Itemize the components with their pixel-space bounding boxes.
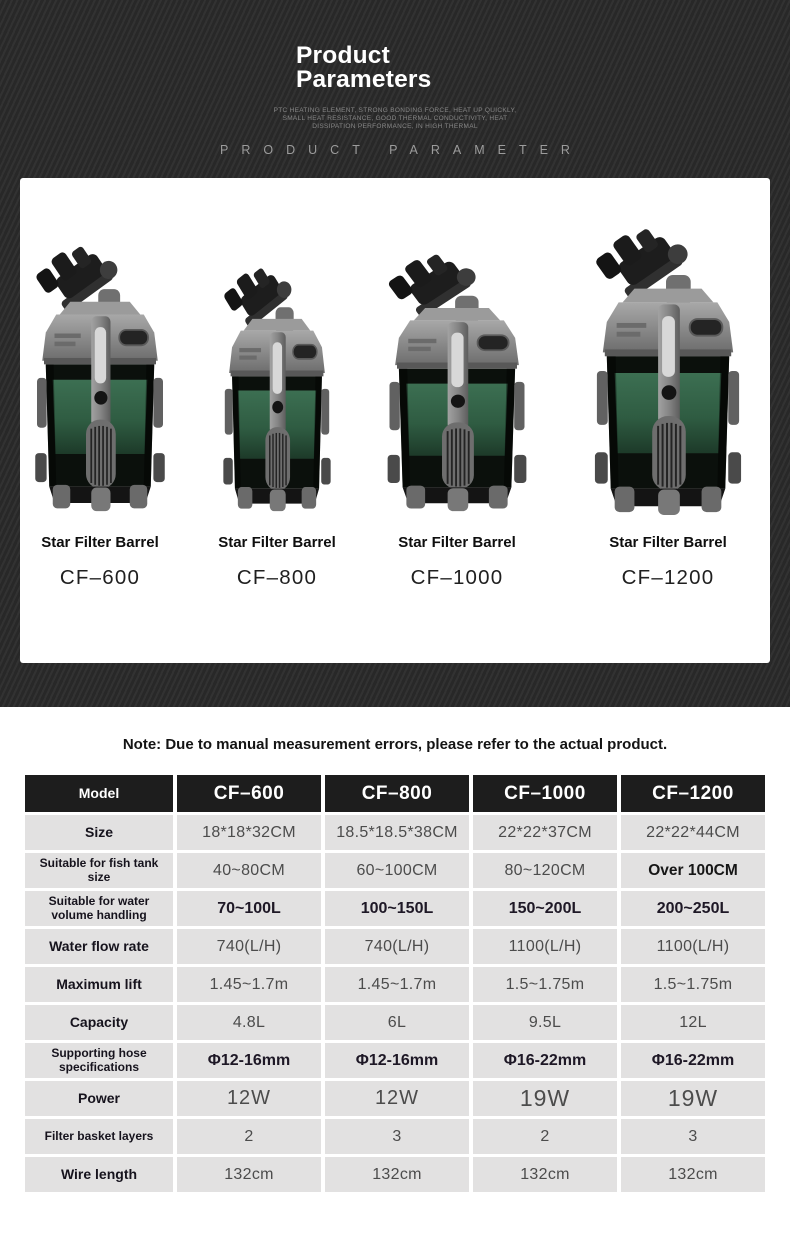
product-model-cf-600: CF–600 bbox=[59, 566, 141, 589]
table-cell: 740(L/H) bbox=[177, 929, 321, 964]
spec-table: Model CF–600 CF–800 CF–1000 CF–1200 Size 18*18… bbox=[25, 775, 765, 1192]
table-cell: Over 100CM bbox=[621, 853, 765, 888]
table-cell: 40~80CM bbox=[177, 853, 321, 888]
table-cell: 740(L/H) bbox=[325, 929, 469, 964]
row-label: Size bbox=[25, 815, 173, 850]
table-cell: 6L bbox=[325, 1005, 469, 1040]
row-label: Supporting hose specifications bbox=[25, 1043, 173, 1078]
product-image-cf-600 bbox=[30, 242, 170, 512]
product-panel: Star Filter Barrel Star Filter Barrel St… bbox=[20, 178, 770, 663]
canister-filter-illustration bbox=[30, 242, 170, 512]
product-name-cf-600: Star Filter Barrel bbox=[41, 534, 159, 551]
canister-filter-illustration bbox=[589, 224, 747, 516]
table-header-cf–800: CF–800 bbox=[325, 775, 469, 812]
table-cell: 132cm bbox=[621, 1157, 765, 1192]
row-label: Filter basket layers bbox=[25, 1119, 173, 1154]
table-cell: 150~200L bbox=[473, 891, 617, 926]
table-cell: 1100(L/H) bbox=[473, 929, 617, 964]
row-label: Maximum lift bbox=[25, 967, 173, 1002]
table-cell: 9.5L bbox=[473, 1005, 617, 1040]
table-cell: 18*18*32CM bbox=[177, 815, 321, 850]
product-model-cf-800: CF–800 bbox=[236, 566, 318, 589]
table-header-cf–1000: CF–1000 bbox=[473, 775, 617, 812]
table-cell: 18.5*18.5*38CM bbox=[325, 815, 469, 850]
table-cell: 1.5~1.75m bbox=[621, 967, 765, 1002]
table-cell: Φ16-22mm bbox=[473, 1043, 617, 1078]
table-header-cf–600: CF–600 bbox=[177, 775, 321, 812]
table-cell: 19W bbox=[473, 1081, 617, 1116]
row-label: Power bbox=[25, 1081, 173, 1116]
product-name-cf-800: Star Filter Barrel bbox=[218, 534, 336, 551]
canister-filter-illustration bbox=[219, 264, 335, 512]
table-cell: 100~150L bbox=[325, 891, 469, 926]
row-label: Capacity bbox=[25, 1005, 173, 1040]
page-title: Product Parameters bbox=[296, 42, 432, 93]
row-label: Suitable for water volume handling bbox=[25, 891, 173, 926]
table-cell: 1.45~1.7m bbox=[325, 967, 469, 1002]
table-cell: 2 bbox=[177, 1119, 321, 1154]
table-cell: 3 bbox=[621, 1119, 765, 1154]
table-cell: 12W bbox=[325, 1081, 469, 1116]
table-cell: Φ16-22mm bbox=[621, 1043, 765, 1078]
hero-section: Product Parameters PTC HEATING ELEMENT, S… bbox=[0, 0, 790, 707]
table-cell: 1.5~1.75m bbox=[473, 967, 617, 1002]
table-cell: 12W bbox=[177, 1081, 321, 1116]
table-cell: 132cm bbox=[177, 1157, 321, 1192]
product-image-cf-1200 bbox=[589, 224, 747, 516]
page-title-line1: Product bbox=[296, 42, 390, 69]
table-cell: 132cm bbox=[325, 1157, 469, 1192]
table-cell: 4.8L bbox=[177, 1005, 321, 1040]
hero-subtitle: PTC HEATING ELEMENT, STRONG BONDING FORC… bbox=[273, 107, 517, 130]
spec-section: Note: Due to manual measurement errors, … bbox=[0, 707, 790, 1242]
table-cell: 200~250L bbox=[621, 891, 765, 926]
table-cell: Φ12-16mm bbox=[177, 1043, 321, 1078]
table-cell: 2 bbox=[473, 1119, 617, 1154]
table-cell: 12L bbox=[621, 1005, 765, 1040]
row-label: Wire length bbox=[25, 1157, 173, 1192]
product-image-cf-800 bbox=[219, 264, 335, 512]
table-cell: 1100(L/H) bbox=[621, 929, 765, 964]
product-model-cf-1000: CF–1000 bbox=[410, 566, 504, 589]
product-name-cf-1000: Star Filter Barrel bbox=[398, 534, 516, 551]
table-cell: 1.45~1.7m bbox=[177, 967, 321, 1002]
table-cell: Φ12-16mm bbox=[325, 1043, 469, 1078]
table-cell: 22*22*37CM bbox=[473, 815, 617, 850]
table-cell: 132cm bbox=[473, 1157, 617, 1192]
table-cell: 22*22*44CM bbox=[621, 815, 765, 850]
table-cell: 70~100L bbox=[177, 891, 321, 926]
measurement-note: Note: Due to manual measurement errors, … bbox=[122, 736, 668, 753]
table-header-cf–1200: CF–1200 bbox=[621, 775, 765, 812]
product-model-cf-1200: CF–1200 bbox=[621, 566, 715, 589]
product-image-cf-1000 bbox=[382, 250, 532, 512]
table-cell: 80~120CM bbox=[473, 853, 617, 888]
table-cell: 60~100CM bbox=[325, 853, 469, 888]
row-label: Suitable for fish tank size bbox=[25, 853, 173, 888]
row-label: Water flow rate bbox=[25, 929, 173, 964]
hero-watermark-text: PRODUCT PARAMETER bbox=[220, 143, 583, 157]
product-name-cf-1200: Star Filter Barrel bbox=[609, 534, 727, 551]
page-title-line2: Parameters bbox=[296, 65, 432, 93]
table-cell: 19W bbox=[621, 1081, 765, 1116]
table-header-model: Model bbox=[25, 775, 173, 812]
table-cell: 3 bbox=[325, 1119, 469, 1154]
canister-filter-illustration bbox=[382, 250, 532, 512]
